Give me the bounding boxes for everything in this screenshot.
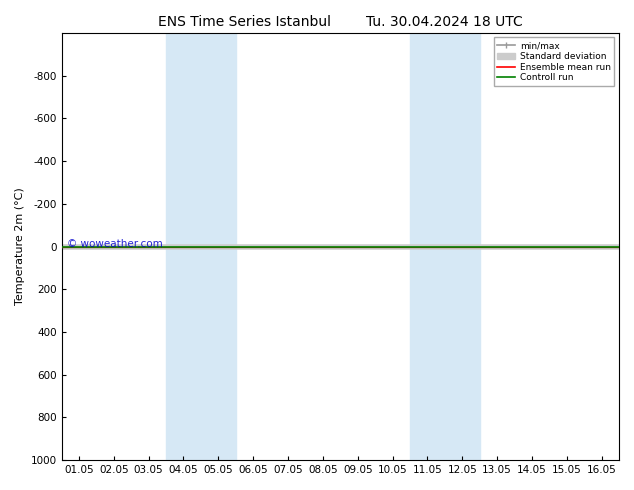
Y-axis label: Temperature 2m (°C): Temperature 2m (°C) [15,188,25,305]
Text: © woweather.com: © woweather.com [67,240,163,249]
Bar [166,33,236,460]
Legend: min/max, Standard deviation, Ensemble mean run, Controll run: min/max, Standard deviation, Ensemble me… [494,37,614,86]
Bar [410,33,480,460]
Title: ENS Time Series Istanbul        Tu. 30.04.2024 18 UTC: ENS Time Series Istanbul Tu. 30.04.2024 … [158,15,522,29]
